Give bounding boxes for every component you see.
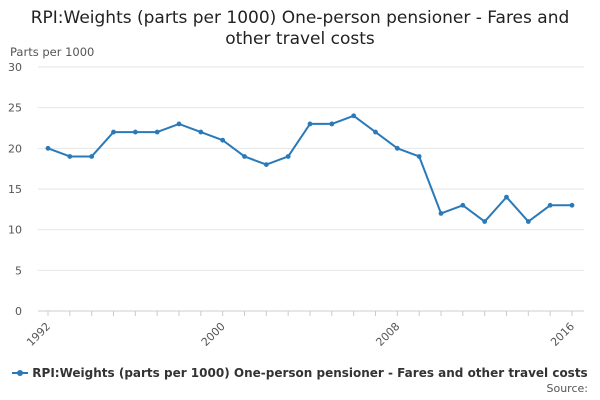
data-point — [394, 145, 400, 151]
x-tick-label: 2008 — [373, 320, 402, 349]
x-tick-label: 2000 — [199, 320, 228, 349]
data-point — [263, 162, 269, 168]
y-tick-label: 25 — [8, 102, 22, 115]
data-point — [438, 211, 444, 216]
data-point — [242, 154, 247, 159]
data-point — [525, 219, 531, 224]
data-point — [373, 129, 378, 135]
data-point — [460, 202, 466, 208]
chart-title: RPI:Weights (parts per 1000) One-person … — [30, 8, 570, 49]
data-point — [198, 129, 204, 135]
data-point — [569, 202, 575, 208]
data-point — [154, 129, 160, 135]
series-line — [47, 114, 573, 223]
y-axis-label: Parts per 1000 — [10, 45, 94, 59]
y-tick-label: 20 — [8, 142, 22, 155]
data-point — [89, 154, 95, 159]
y-tick-label: 5 — [15, 264, 22, 277]
data-point — [285, 154, 291, 159]
data-point — [220, 137, 226, 143]
series-layer — [45, 113, 575, 224]
y-tick-label: 0 — [15, 305, 22, 318]
data-point — [547, 202, 553, 208]
x-tick-label: 2016 — [548, 320, 577, 349]
axes: 0 5 10 15 20 25 30 1992 2000 2008 2016 — [8, 61, 584, 349]
x-tick-label: 1992 — [24, 320, 53, 349]
data-point — [351, 113, 357, 119]
data-point — [329, 121, 335, 127]
y-tick-label: 30 — [8, 61, 22, 74]
legend-series-symbol — [12, 368, 29, 378]
data-point — [176, 121, 182, 127]
legend-series-label: RPI:Weights (parts per 1000) One-person … — [32, 366, 588, 380]
y-tick-label: 15 — [8, 183, 22, 196]
legend[interactable]: RPI:Weights (parts per 1000) One-person … — [0, 364, 600, 382]
data-point — [67, 154, 73, 159]
data-point — [111, 129, 116, 135]
source-label: Source: — [546, 382, 589, 395]
data-point — [482, 219, 488, 224]
gridlines — [38, 66, 584, 271]
data-point — [307, 121, 313, 127]
data-point — [416, 154, 422, 159]
data-point — [504, 194, 509, 200]
y-tick-label: 10 — [8, 224, 22, 237]
data-point — [132, 129, 138, 135]
data-point — [45, 145, 51, 151]
